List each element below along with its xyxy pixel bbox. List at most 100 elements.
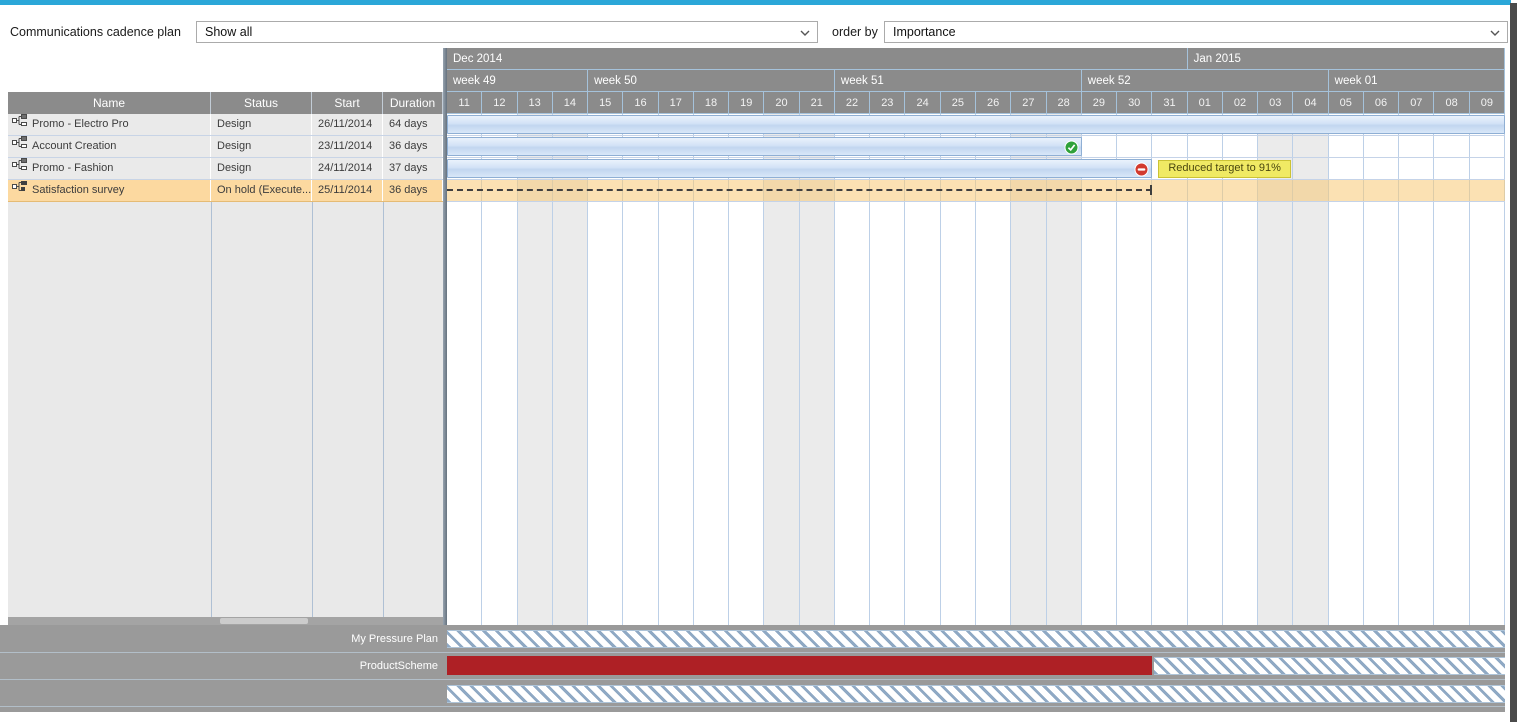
column-header-name[interactable]: Name — [8, 92, 211, 114]
day-header-cell: 14 — [552, 92, 589, 114]
day-column — [870, 114, 906, 625]
check-circle-icon — [1064, 140, 1079, 155]
day-column — [1364, 114, 1400, 625]
cell-start: 24/11/2014 — [312, 158, 383, 179]
task-name: Promo - Electro Pro — [32, 118, 129, 130]
red-schedule-bar[interactable] — [447, 656, 1153, 675]
cell-name: Promo - Fashion — [8, 158, 211, 179]
day-column — [694, 114, 730, 625]
timeline-week-header: week 49 week 50 week 51 week 52 week 01 — [447, 70, 1505, 92]
table-empty-area — [8, 202, 443, 617]
resource-row: My Pressure Plan — [0, 627, 1505, 653]
resource-row — [0, 681, 1505, 707]
table-row[interactable]: Account Creation Design 23/11/2014 36 days — [8, 136, 443, 158]
day-column — [623, 114, 659, 625]
window-edge — [1510, 3, 1517, 722]
table-row[interactable]: Promo - Electro Pro Design 26/11/2014 64 da… — [8, 114, 443, 136]
hierarchy-icon — [12, 114, 27, 134]
table-body: Promo - Electro Pro Design 26/11/2014 64 da… — [8, 114, 443, 202]
day-column — [588, 114, 624, 625]
resource-panel: My Pressure Plan ProductScheme — [0, 625, 1505, 712]
hatched-schedule-bar[interactable] — [1154, 657, 1505, 675]
day-header-cell: 25 — [940, 92, 976, 114]
gantt-bar-dashed[interactable] — [447, 189, 1153, 191]
cell-duration: 37 days — [383, 158, 443, 179]
gantt-bar[interactable] — [447, 115, 1505, 134]
column-header-start[interactable]: Start — [312, 92, 383, 114]
day-header-cell: 12 — [482, 92, 518, 114]
resource-bar-area — [447, 627, 1505, 652]
month-header-cell: Jan 2015 — [1187, 48, 1505, 70]
day-header-cell: 22 — [834, 92, 871, 114]
scrollbar-thumb[interactable] — [220, 618, 308, 624]
cell-start: 23/11/2014 — [312, 136, 383, 157]
hierarchy-icon — [12, 136, 27, 156]
resource-row: ProductScheme — [0, 654, 1505, 680]
table-scrollbar[interactable] — [8, 617, 443, 625]
day-header-cell: 20 — [764, 92, 800, 114]
day-header-cell: 11 — [447, 92, 483, 114]
cell-duration: 64 days — [383, 114, 443, 135]
week-header-cell: week 52 — [1081, 70, 1329, 92]
accent-strip — [0, 0, 1511, 5]
cell-duration: 36 days — [383, 180, 443, 201]
plan-filter-dropdown[interactable]: Show all — [196, 21, 818, 43]
chevron-down-icon — [1490, 30, 1500, 36]
day-header-cell: 23 — [870, 92, 906, 114]
column-header-status[interactable]: Status — [211, 92, 312, 114]
day-column — [1223, 114, 1259, 625]
resource-label: ProductScheme — [359, 660, 438, 672]
gantt-bar[interactable] — [447, 137, 1082, 156]
cell-name: Satisfaction survey — [8, 180, 211, 201]
day-column — [1152, 114, 1188, 625]
day-column — [1117, 114, 1153, 625]
gantt-row: Reduced target to 91% — [447, 158, 1505, 180]
day-header-cell: 02 — [1222, 92, 1259, 114]
month-header-cell: Dec 2014 — [447, 48, 1188, 70]
cell-name: Promo - Electro Pro — [8, 114, 211, 135]
day-column — [905, 114, 941, 625]
order-by-label: order by — [832, 25, 878, 39]
order-by-dropdown[interactable]: Importance — [884, 21, 1508, 43]
day-header-cell: 09 — [1469, 92, 1505, 114]
timeline-month-header: Dec 2014 Jan 2015 — [447, 48, 1505, 70]
day-header-cell: 17 — [658, 92, 694, 114]
day-header-cell: 27 — [1011, 92, 1047, 114]
annotation-label[interactable]: Reduced target to 91% — [1158, 160, 1291, 178]
day-header-cell: 31 — [1152, 92, 1188, 114]
column-divider — [383, 202, 384, 617]
gantt-row — [447, 114, 1505, 136]
table-header: Name Status Start Duration — [8, 92, 443, 114]
column-header-duration[interactable]: Duration — [383, 92, 443, 114]
chevron-down-icon — [800, 30, 810, 36]
gantt-icon — [12, 180, 27, 200]
hatched-schedule-bar[interactable] — [447, 685, 1505, 703]
day-header-cell: 16 — [623, 92, 659, 114]
day-column — [1082, 114, 1118, 625]
day-column — [482, 114, 518, 625]
gantt-bar[interactable] — [447, 159, 1153, 178]
order-by-value: Importance — [893, 25, 956, 39]
cell-start: 26/11/2014 — [312, 114, 383, 135]
day-header-cell: 29 — [1081, 92, 1118, 114]
task-name: Promo - Fashion — [32, 162, 114, 174]
cell-status: Design — [211, 158, 312, 179]
day-header-cell: 08 — [1434, 92, 1470, 114]
week-header-cell: week 51 — [834, 70, 1082, 92]
table-row[interactable]: Promo - Fashion Design 24/11/2014 37 days — [8, 158, 443, 180]
table-row[interactable]: Satisfaction survey On hold (Execute... 25… — [8, 180, 443, 202]
splitter[interactable] — [443, 48, 447, 625]
day-column — [1188, 114, 1223, 625]
dashed-bar-end-tick — [1150, 185, 1153, 195]
day-header-cell: 21 — [799, 92, 835, 114]
task-name: Satisfaction survey — [32, 184, 125, 196]
day-column — [1434, 114, 1470, 625]
hierarchy-icon — [12, 158, 27, 178]
day-header-cell: 13 — [517, 92, 553, 114]
hatched-schedule-bar[interactable] — [447, 630, 1505, 648]
resource-label: My Pressure Plan — [351, 633, 438, 645]
day-header-cell: 05 — [1328, 92, 1364, 114]
timeline-day-header: 11 12 13 14 15 16 17 18 19 20 21 22 23 24 25 26 27 28 29 30… — [447, 92, 1505, 114]
column-divider — [312, 202, 313, 617]
